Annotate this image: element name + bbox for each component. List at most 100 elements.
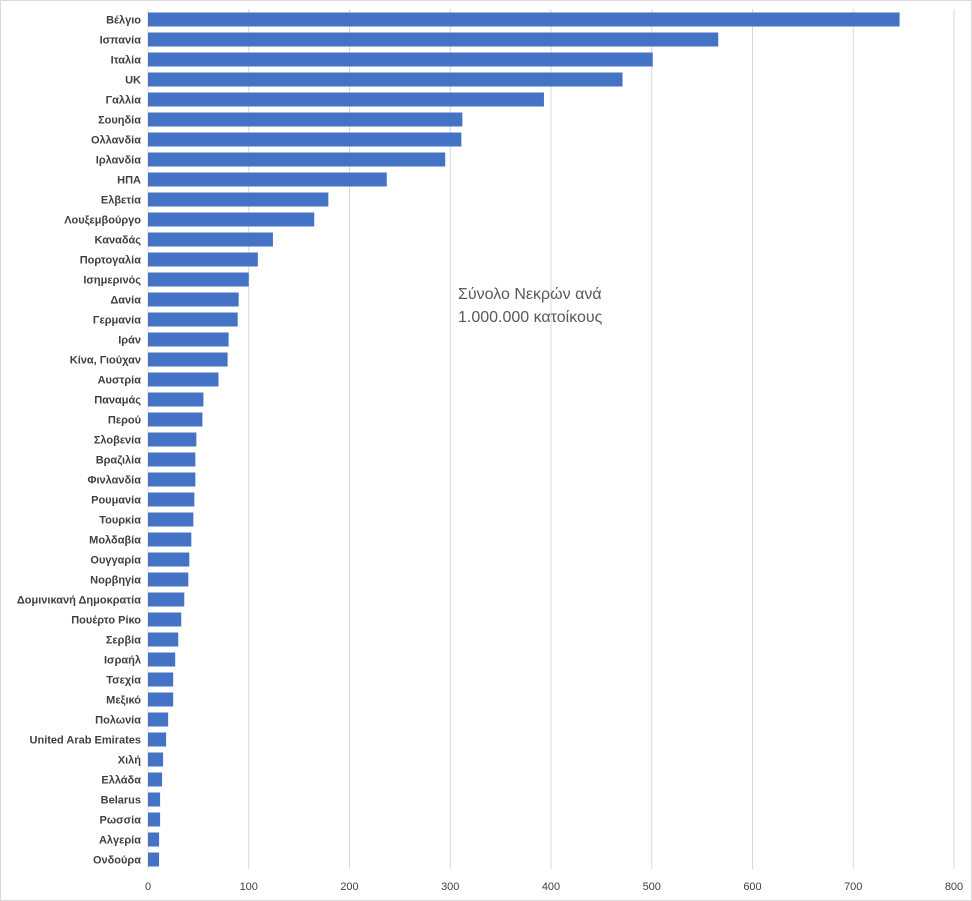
bar: [148, 332, 229, 347]
bar: [148, 652, 176, 667]
category-label: Πολωνία: [95, 715, 141, 727]
category-label: Σλοβενία: [94, 435, 141, 447]
category-label: Δομινικανή Δημοκρατία: [17, 595, 141, 607]
category-label: Τουρκία: [99, 515, 141, 527]
bar: [148, 312, 238, 327]
x-tick-label: 0: [145, 881, 151, 893]
x-tick-label: 500: [643, 881, 661, 893]
category-label: Ελλάδα: [101, 775, 141, 787]
category-label: Τσεχία: [106, 675, 141, 687]
category-label: Μολδαβία: [89, 535, 141, 547]
category-label: Ιταλία: [111, 55, 142, 67]
x-tick-label: 600: [743, 881, 761, 893]
bar: [148, 72, 623, 87]
bar: [148, 352, 228, 367]
bar: [148, 172, 387, 187]
chart-annotation: Σύνολο Νεκρών ανά 1.000.000 κατοίκους: [458, 286, 606, 326]
bar: [148, 812, 161, 827]
category-label: Ουγγαρία: [90, 555, 141, 567]
category-label: Αλγερία: [99, 835, 141, 847]
bar: [148, 832, 160, 847]
bar: [148, 632, 179, 647]
category-label: Ολλανδία: [91, 135, 141, 147]
bar: [148, 512, 194, 527]
category-label: Ρωσσία: [100, 815, 142, 827]
x-tick-label: 400: [542, 881, 560, 893]
category-label: Περού: [108, 415, 141, 427]
x-tick-label: 100: [240, 881, 258, 893]
category-label: Πουέρτο Ρίκο: [71, 615, 141, 627]
x-tick-label: 300: [441, 881, 459, 893]
category-label: Κίνα, Γιούχαν: [70, 355, 141, 367]
category-label: Μεξικό: [106, 695, 141, 707]
bar: [148, 212, 315, 227]
category-label: Αυστρία: [98, 375, 142, 387]
category-label: Πορτογαλία: [80, 255, 142, 267]
bar: [148, 192, 329, 207]
category-label: Παναμάς: [94, 395, 141, 407]
bar: [148, 552, 190, 567]
bar: [148, 792, 161, 807]
annotation-line-1: Σύνολο Νεκρών ανά: [458, 286, 602, 303]
bar: [148, 472, 196, 487]
category-label: Belarus: [101, 795, 141, 807]
bar: [148, 112, 463, 127]
category-label: Ελβετία: [101, 195, 141, 207]
bar: [148, 492, 195, 507]
category-label: Ιρλανδία: [96, 155, 141, 167]
bar: [148, 412, 203, 427]
category-label: Βραζιλία: [96, 455, 142, 467]
bar: [148, 272, 249, 287]
bar: [148, 612, 182, 627]
bar: [148, 572, 189, 587]
category-labels: Βέλγιο Ισπανία Ιταλία UK Γαλλία Σουηδία Ολλανδ…: [17, 15, 141, 867]
bar: [148, 532, 192, 547]
category-label: Ισραήλ: [104, 655, 141, 667]
category-label: Φινλανδία: [87, 475, 141, 487]
category-label: Γαλλία: [106, 95, 142, 107]
category-label: United Arab Emirates: [30, 735, 141, 747]
bar: [148, 132, 462, 147]
bar: [148, 12, 900, 27]
annotation-line-2: 1.000.000 κατοίκους: [458, 309, 603, 326]
bar: [148, 252, 258, 267]
bar: [148, 52, 653, 67]
bar: [148, 592, 185, 607]
bar: [148, 372, 219, 387]
bar: [148, 292, 239, 307]
category-label: Σουηδία: [98, 115, 141, 127]
bar: [148, 92, 544, 107]
category-label: Χιλή: [118, 755, 142, 767]
bar: [148, 452, 196, 467]
bar: [148, 152, 446, 167]
bar: [148, 692, 174, 707]
category-label: ΗΠΑ: [117, 175, 141, 187]
bars: [148, 12, 900, 867]
bar: [148, 32, 719, 47]
category-label: Ρουμανία: [91, 495, 141, 507]
x-tick-label: 700: [844, 881, 862, 893]
category-label: Ισημερινός: [83, 275, 141, 287]
category-label: UK: [125, 75, 141, 87]
category-label: Λουξεμβούργο: [64, 215, 141, 227]
category-label: Ονδούρα: [93, 855, 141, 867]
category-label: Γερμανία: [93, 315, 141, 327]
x-axis-ticks: 0 100 200 300 400 500 600 700 800: [145, 881, 963, 893]
bar: [148, 772, 163, 787]
category-label: Βέλγιο: [106, 15, 141, 27]
bar: [148, 712, 169, 727]
category-label: Δανία: [110, 295, 141, 307]
x-tick-label: 200: [340, 881, 358, 893]
bar: [148, 392, 204, 407]
category-label: Σερβία: [106, 635, 141, 647]
bar: [148, 232, 273, 247]
bar: [148, 732, 167, 747]
bar: [148, 432, 197, 447]
category-label: Νορβηγία: [90, 575, 141, 587]
x-tick-label: 800: [945, 881, 963, 893]
category-label: Καναδάς: [95, 235, 142, 247]
category-label: Ισπανία: [100, 35, 142, 47]
bar: [148, 672, 174, 687]
